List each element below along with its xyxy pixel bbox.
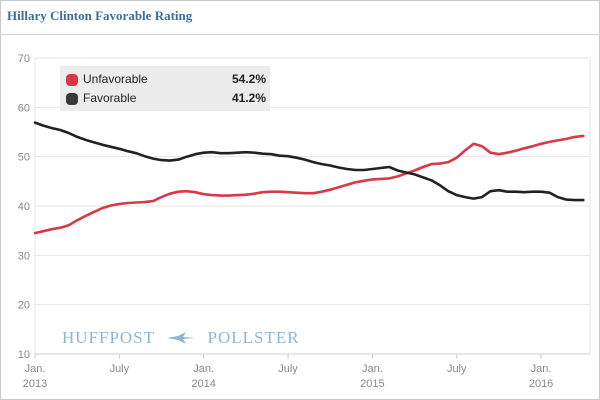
- x-tick-label: Jan.: [531, 363, 552, 375]
- legend-item-unfavorable: Unfavorable 54.2%: [66, 71, 266, 89]
- series-layer: [33, 121, 585, 235]
- y-tick-label: 10: [18, 349, 30, 361]
- chart-title: Hillary Clinton Favorable Rating: [7, 8, 193, 23]
- y-tick-label: 20: [18, 300, 30, 312]
- watermark-right-word: POLLSTER: [207, 328, 300, 348]
- title-divider: [0, 34, 600, 35]
- x-tick-year-label: 2014: [191, 378, 215, 390]
- legend-swatch-unfavorable: [66, 74, 78, 86]
- huffpost-pollster-watermark: HUFFPOST POLLSTER: [62, 327, 300, 349]
- y-tick-label: 70: [18, 53, 30, 65]
- y-axis: 10 20 30 40 50 60 70: [18, 53, 30, 361]
- x-tick-year-label: 2013: [23, 378, 47, 390]
- y-tick-label: 40: [18, 201, 30, 213]
- x-tick-year-label: 2015: [360, 378, 384, 390]
- pollster-bird-icon: [167, 332, 196, 345]
- watermark-left-word: HUFFPOST: [62, 328, 156, 348]
- series-line-favorable: [33, 121, 585, 202]
- y-tick-label: 60: [18, 102, 30, 114]
- legend-swatch-favorable: [66, 93, 78, 105]
- x-tick-label: Jan.: [362, 363, 383, 375]
- x-tick-label: Jan.: [25, 363, 46, 375]
- x-tick-label: July: [278, 363, 298, 375]
- chart-legend: Unfavorable 54.2% Favorable 41.2%: [60, 66, 270, 111]
- legend-label: Unfavorable: [83, 72, 148, 86]
- legend-label: Favorable: [83, 91, 137, 105]
- x-tick-year-label: 2016: [529, 378, 553, 390]
- legend-value: 41.2%: [231, 91, 266, 105]
- x-tick-label: July: [110, 363, 130, 375]
- series-line-unfavorable: [33, 134, 585, 235]
- y-tick-label: 50: [18, 152, 30, 164]
- x-axis: Jan. 2013 July Jan. 2014 July Jan. 2015 July Jan.…: [23, 353, 590, 390]
- grid-layer: [34, 57, 591, 355]
- x-tick-label: Jan.: [193, 363, 214, 375]
- y-tick-label: 30: [18, 250, 30, 262]
- x-tick-label: July: [447, 363, 467, 375]
- legend-value: 54.2%: [231, 72, 266, 86]
- legend-item-favorable: Favorable 41.2%: [66, 90, 266, 108]
